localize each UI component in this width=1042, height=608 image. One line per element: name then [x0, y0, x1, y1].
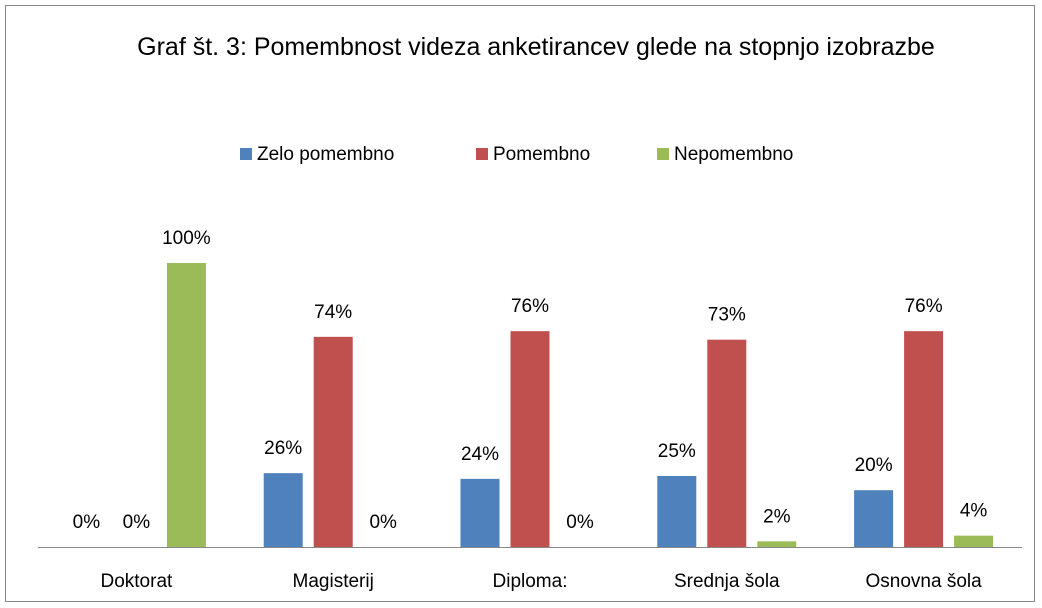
data-label: 0% — [123, 512, 151, 533]
x-tick-label: Magisterij — [293, 571, 374, 592]
data-label: 76% — [511, 296, 549, 317]
legend-swatch — [476, 148, 488, 160]
data-label: 73% — [708, 305, 746, 326]
chart-frame — [5, 5, 1035, 602]
data-label: 76% — [905, 296, 943, 317]
legend-swatch — [657, 148, 669, 160]
legend-swatch — [240, 148, 252, 160]
x-tick-label: Osnovna šola — [866, 571, 983, 592]
bar — [854, 490, 894, 547]
data-label: 20% — [855, 455, 893, 476]
bar — [313, 336, 353, 547]
x-tick-label: Srednja šola — [674, 571, 780, 592]
data-label: 25% — [658, 441, 696, 462]
bar — [657, 476, 697, 547]
bar — [757, 541, 797, 547]
legend-label: Pomembno — [493, 144, 590, 165]
legend-label: Nepomembno — [674, 144, 793, 165]
data-label: 2% — [763, 506, 791, 527]
bar — [460, 478, 500, 547]
data-label: 0% — [73, 512, 101, 533]
bar — [954, 535, 994, 547]
bar — [707, 339, 747, 547]
bar — [166, 263, 206, 547]
bar — [263, 473, 303, 547]
chart-title: Graf št. 3: Pomembnost videza anketiranc… — [137, 33, 935, 61]
data-label: 26% — [264, 438, 302, 459]
data-label: 74% — [314, 302, 352, 323]
data-label: 100% — [162, 228, 211, 249]
data-label: 4% — [960, 501, 988, 522]
x-tick-label: Diploma: — [493, 571, 568, 592]
legend-label: Zelo pomembno — [257, 144, 394, 165]
bar — [510, 331, 550, 547]
data-label: 0% — [566, 512, 594, 533]
data-label: 0% — [369, 512, 397, 533]
bar — [904, 331, 944, 547]
x-tick-label: Doktorat — [100, 571, 173, 592]
data-label: 24% — [461, 444, 499, 465]
